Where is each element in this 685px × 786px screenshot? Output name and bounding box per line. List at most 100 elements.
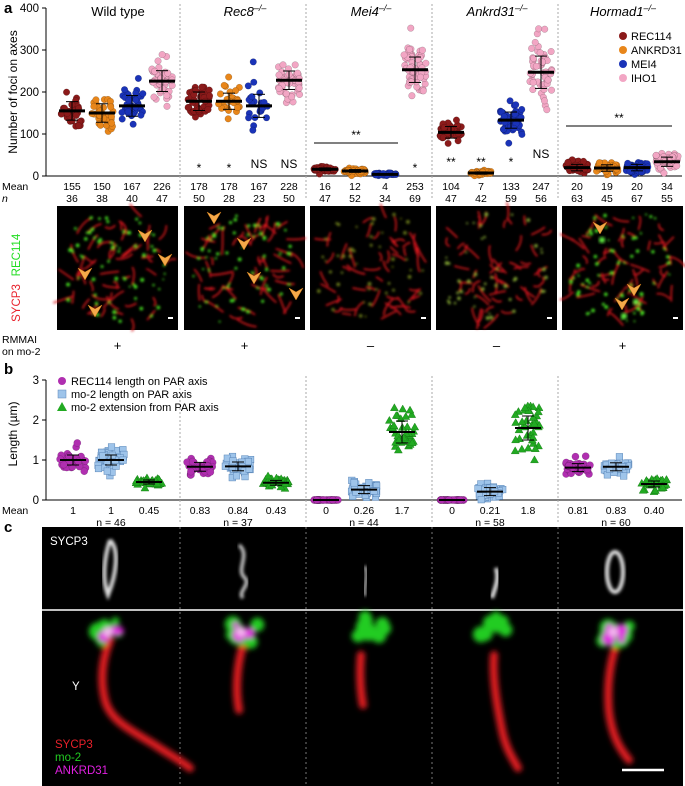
data-point <box>124 108 132 116</box>
data-point <box>510 410 520 418</box>
data-point <box>385 416 394 424</box>
mean-value: 133 <box>502 181 520 193</box>
data-point <box>536 49 544 57</box>
n-value: 23 <box>253 193 265 205</box>
data-point <box>152 479 162 487</box>
data-point <box>137 111 145 119</box>
panel-a-micrographs <box>53 202 685 332</box>
panel-b-stats: Mean 1 1 0.45 n = 46 0.83 0.84 0.43 n = 37 0 0.26 1… <box>2 505 664 529</box>
micrograph-3 <box>310 203 431 330</box>
arrowhead-icon <box>157 253 173 267</box>
n-value: n = 37 <box>223 517 253 529</box>
panel-c-sycp3-label: SYCP3 <box>50 536 88 548</box>
data-point <box>107 103 115 111</box>
data-point <box>121 86 129 94</box>
data-point <box>454 137 462 145</box>
data-point <box>517 417 527 425</box>
data-point <box>564 158 572 166</box>
mean-value: 247 <box>532 181 550 193</box>
legend-label: mo-2 length on PAR axis <box>71 389 192 401</box>
mean-value: 0.83 <box>190 505 211 517</box>
data-point <box>416 73 424 81</box>
legend-swatch <box>57 389 67 399</box>
micro-label-rec114: REC114 <box>11 233 23 276</box>
data-point <box>506 97 514 105</box>
data-point <box>620 472 628 480</box>
mean-value: 0 <box>323 505 329 517</box>
data-point <box>534 407 543 416</box>
data-point <box>660 169 668 177</box>
rmmai-value: – <box>367 338 375 353</box>
panel-a-tick-label: 100 <box>20 129 39 141</box>
significance-label: NS <box>251 157 268 171</box>
data-point <box>150 93 158 101</box>
mean-value: 178 <box>220 181 238 193</box>
data-point <box>154 57 162 65</box>
panel-b-letter: b <box>4 361 13 378</box>
data-point <box>658 483 668 491</box>
data-point <box>389 421 399 429</box>
mean-value: 0 <box>449 505 455 517</box>
data-point <box>250 78 258 86</box>
mean-value: 7 <box>478 181 484 193</box>
mean-value: 167 <box>250 181 268 193</box>
mean-value: 19 <box>601 181 613 193</box>
panel-c-legend-label: SYCP3 <box>55 739 93 751</box>
data-point <box>530 54 538 62</box>
data-point <box>405 405 415 414</box>
data-point <box>530 419 539 428</box>
data-point <box>500 125 508 133</box>
mean-value: 4 <box>382 181 388 193</box>
panel-c-legend-label: mo-2 <box>55 752 81 764</box>
data-point <box>408 92 416 100</box>
data-point <box>74 457 83 466</box>
arrowhead-icon <box>614 297 630 311</box>
arrowhead-icon <box>236 237 252 251</box>
data-point <box>125 96 133 104</box>
data-point <box>583 465 592 473</box>
panel-a-significance: * * NS NS * ** ** *NS**** <box>197 111 672 175</box>
arrowhead-icon <box>137 229 153 243</box>
data-point <box>511 418 521 426</box>
significance-label: ** <box>476 155 486 169</box>
arrowhead-icon <box>592 221 608 235</box>
genotype-label: Hormad1–/– <box>590 3 657 19</box>
data-point <box>220 81 228 89</box>
data-point <box>248 93 256 101</box>
n-value: n = 44 <box>349 517 379 529</box>
mean-value: 0.21 <box>480 505 501 517</box>
legend-label: IHO1 <box>631 73 657 85</box>
data-point <box>418 46 426 54</box>
data-point <box>282 90 290 98</box>
data-point <box>80 467 89 476</box>
data-point <box>187 467 195 476</box>
data-point <box>129 120 137 128</box>
data-point <box>151 67 159 75</box>
significance-label: * <box>197 161 202 175</box>
significance-label: * <box>413 161 418 175</box>
data-point <box>288 93 296 101</box>
data-point <box>422 59 430 67</box>
data-point <box>164 69 172 77</box>
data-point <box>444 139 452 147</box>
panel-c-image-3 <box>351 565 392 709</box>
n-value: 59 <box>505 193 517 205</box>
panel-b-points <box>56 401 671 504</box>
data-point <box>234 104 242 112</box>
mean-value: 0.83 <box>606 505 627 517</box>
n-value: 47 <box>156 193 168 205</box>
data-point <box>370 487 378 495</box>
significance-label: NS <box>281 157 298 171</box>
data-point <box>419 87 427 95</box>
panel-c-image-4 <box>472 567 522 772</box>
n-value: 36 <box>66 193 78 205</box>
data-point <box>518 130 526 138</box>
data-point <box>275 71 283 79</box>
n-value: 63 <box>571 193 583 205</box>
panel-b-ylabel: Length (µm) <box>6 402 20 467</box>
n-value: 45 <box>601 193 613 205</box>
data-point <box>529 78 537 86</box>
data-point <box>512 101 520 109</box>
data-point <box>139 90 147 98</box>
data-point <box>518 105 526 113</box>
